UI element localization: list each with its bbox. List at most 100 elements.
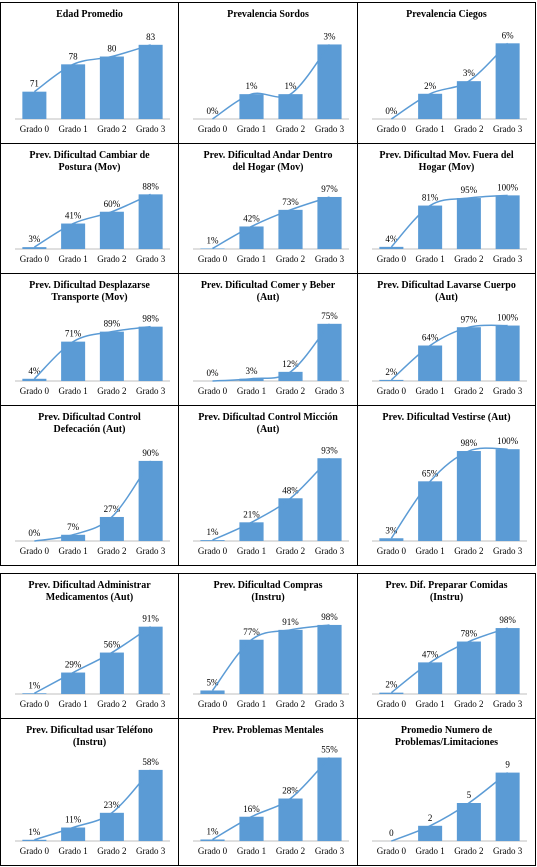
x-tick-label: Grado 2 xyxy=(97,386,126,396)
trend-line xyxy=(212,323,331,382)
x-tick-label: Grado 1 xyxy=(59,254,88,264)
chart-cell: Prev. Dificultad Compras (Instru) 5% Grado… xyxy=(178,573,358,719)
x-tick-label: Grado 3 xyxy=(493,546,523,556)
x-tick-label: Grado 3 xyxy=(493,699,523,709)
x-tick-label: Grado 3 xyxy=(136,846,166,856)
x-tick-label: Grado 2 xyxy=(454,254,483,264)
value-label: 3% xyxy=(28,234,41,244)
value-label: 1% xyxy=(207,236,220,246)
value-label: 65% xyxy=(422,468,439,478)
bar xyxy=(495,772,520,841)
x-tick-label: Grado 1 xyxy=(237,386,266,396)
bar xyxy=(379,692,404,694)
chart-title: Prev. Dificultad Cambiar de Postura (Mov… xyxy=(29,150,150,173)
chart-cell: Prev. Problemas Mentales 1% Grado 0 16% Grad… xyxy=(178,718,358,866)
value-label: 77% xyxy=(243,627,260,637)
x-tick-label: Grado 0 xyxy=(198,546,228,556)
x-tick-label: Grado 2 xyxy=(97,699,126,709)
bar xyxy=(418,93,443,119)
chart-title: Promedio Numero de Problemas/Limitacione… xyxy=(394,725,499,748)
chart-cell: Edad Promedio 71 Grado 0 78 Grado 1 80 Grado 2… xyxy=(0,2,179,144)
trend-line xyxy=(34,769,152,841)
bar xyxy=(456,327,481,381)
x-tick-label: Grado 2 xyxy=(97,546,126,556)
x-tick-label: Grado 1 xyxy=(59,699,88,709)
chart-title: Edad Promedio xyxy=(56,9,123,20)
value-label: 91% xyxy=(282,617,299,627)
x-tick-label: Grado 1 xyxy=(237,846,266,856)
value-label: 55% xyxy=(321,745,338,755)
value-label: 4% xyxy=(28,366,41,376)
bar xyxy=(22,693,47,694)
trend-line xyxy=(33,325,151,380)
value-label: 100% xyxy=(497,182,519,192)
value-label: 3% xyxy=(324,32,337,42)
trend-line xyxy=(212,196,330,250)
chart: 4% Grado 0 81% Grado 1 95% Grado 2 100% Grado 3 xyxy=(372,182,527,264)
x-tick-label: Grado 2 xyxy=(454,846,483,856)
bar xyxy=(418,662,443,694)
x-tick-label: Grado 2 xyxy=(454,546,483,556)
value-label: 83 xyxy=(146,32,156,42)
value-label: 0 xyxy=(389,828,394,838)
x-tick-label: Grado 1 xyxy=(237,124,266,134)
x-tick-label: Grado 1 xyxy=(416,386,445,396)
value-label: 47% xyxy=(422,649,439,659)
x-tick-label: Grado 0 xyxy=(198,386,228,396)
value-label: 21% xyxy=(243,509,260,519)
x-tick-label: Grado 0 xyxy=(20,124,50,134)
bar xyxy=(317,323,342,381)
chart: 0 Grado 0 2 Grado 1 5 Grado 2 9 Grado 3 xyxy=(372,760,527,856)
x-tick-label: Grado 3 xyxy=(493,254,523,264)
value-label: 7% xyxy=(67,522,80,532)
x-tick-label: Grado 3 xyxy=(315,124,345,134)
trend-line xyxy=(212,757,331,841)
chart: 0% Grado 0 1% Grado 1 1% Grado 2 3% Grado 3 xyxy=(193,32,349,134)
x-tick-label: Grado 3 xyxy=(315,699,345,709)
chart-cell: Promedio Numero de Problemas/Limitacione… xyxy=(357,718,536,866)
chart-title: Prev. Dificultad Compras (Instru) xyxy=(213,580,323,603)
bar xyxy=(317,757,342,841)
chart-cell: Prev. Dificultad Control Micción (Aut) 1%… xyxy=(178,405,358,566)
x-tick-label: Grado 0 xyxy=(198,254,228,264)
x-tick-label: Grado 1 xyxy=(416,546,445,556)
value-label: 88% xyxy=(142,181,159,191)
x-tick-label: Grado 0 xyxy=(20,699,50,709)
chart-cell: Prev. Dificultad Desplazarse Transporte … xyxy=(0,273,179,406)
value-label: 0% xyxy=(28,528,41,538)
bar xyxy=(456,803,481,841)
bar xyxy=(456,641,481,694)
bar xyxy=(239,226,264,249)
bar xyxy=(379,379,404,381)
x-tick-label: Grado 0 xyxy=(198,124,228,134)
bar xyxy=(200,690,225,694)
value-label: 81% xyxy=(422,193,439,203)
chart: 0% Grado 0 3% Grado 1 12% Grado 2 75% Grado 3 xyxy=(193,311,349,396)
trend-line xyxy=(390,324,508,381)
value-label: 73% xyxy=(282,197,299,207)
value-label: 60% xyxy=(104,199,121,209)
chart: 1% Grado 0 11% Grado 1 23% Grado 2 58% Grado 3 xyxy=(15,757,170,856)
bar xyxy=(61,827,86,841)
x-tick-label: Grado 2 xyxy=(454,699,483,709)
value-label: 100% xyxy=(497,436,519,446)
chart-cell: Prev. Dificultad Vestirse (Aut) 3% Grado 0… xyxy=(357,405,536,566)
x-tick-label: Grado 3 xyxy=(315,386,345,396)
x-tick-label: Grado 1 xyxy=(59,124,88,134)
value-label: 4% xyxy=(385,234,398,244)
value-label: 1% xyxy=(28,827,41,837)
trend-line xyxy=(211,624,330,691)
bar xyxy=(495,325,520,381)
bar xyxy=(456,81,481,119)
value-label: 0% xyxy=(207,368,220,378)
bar xyxy=(278,209,303,249)
x-tick-label: Grado 0 xyxy=(20,546,50,556)
x-tick-label: Grado 3 xyxy=(493,386,523,396)
bar xyxy=(61,64,86,119)
chart-cell: Prev. Dificultad Andar Dentro del Hogar … xyxy=(178,143,358,274)
value-label: 90% xyxy=(142,448,159,458)
value-label: 1% xyxy=(207,527,220,537)
chart-title: Prev. Dificultad Lavarse Cuerpo (Aut) xyxy=(377,280,516,303)
chart: 1% Grado 0 21% Grado 1 48% Grado 2 93% Grado 3 xyxy=(193,445,349,556)
chart: 5% Grado 0 77% Grado 1 91% Grado 2 98% Grado 3 xyxy=(193,612,349,709)
